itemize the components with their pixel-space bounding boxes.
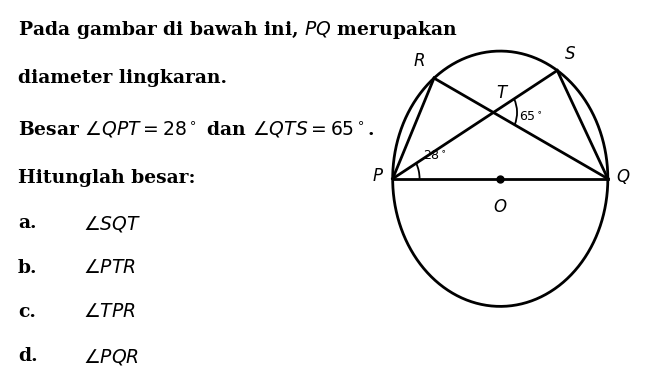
Text: $Q$: $Q$ <box>616 167 631 186</box>
Text: Pada gambar di bawah ini, $\mathit{PQ}$ merupakan: Pada gambar di bawah ini, $\mathit{PQ}$ … <box>18 19 458 41</box>
Text: $65^\circ$: $65^\circ$ <box>519 111 543 124</box>
Text: c.: c. <box>18 303 36 321</box>
Text: $T$: $T$ <box>496 85 509 102</box>
Text: Hitunglah besar:: Hitunglah besar: <box>18 169 195 187</box>
Text: d.: d. <box>18 347 37 365</box>
Text: $\angle\mathit{PTR}$: $\angle\mathit{PTR}$ <box>83 259 135 277</box>
Text: $\angle\mathit{SQT}$: $\angle\mathit{SQT}$ <box>83 214 141 234</box>
Text: $P$: $P$ <box>372 168 384 185</box>
Text: $28^\circ$: $28^\circ$ <box>423 150 447 164</box>
Text: b.: b. <box>18 259 37 277</box>
Text: $\angle\mathit{PQR}$: $\angle\mathit{PQR}$ <box>83 347 139 367</box>
Text: $\angle\mathit{TPR}$: $\angle\mathit{TPR}$ <box>83 303 135 321</box>
Text: diameter lingkaran.: diameter lingkaran. <box>18 69 227 87</box>
Text: $O$: $O$ <box>493 199 508 216</box>
Text: $S$: $S$ <box>564 46 576 63</box>
Text: a.: a. <box>18 214 37 232</box>
Text: Besar $\angle\mathit{QPT}=28^\circ$ dan $\angle\mathit{QTS}=65^\circ$.: Besar $\angle\mathit{QPT}=28^\circ$ dan … <box>18 119 375 139</box>
Text: $R$: $R$ <box>414 54 426 70</box>
